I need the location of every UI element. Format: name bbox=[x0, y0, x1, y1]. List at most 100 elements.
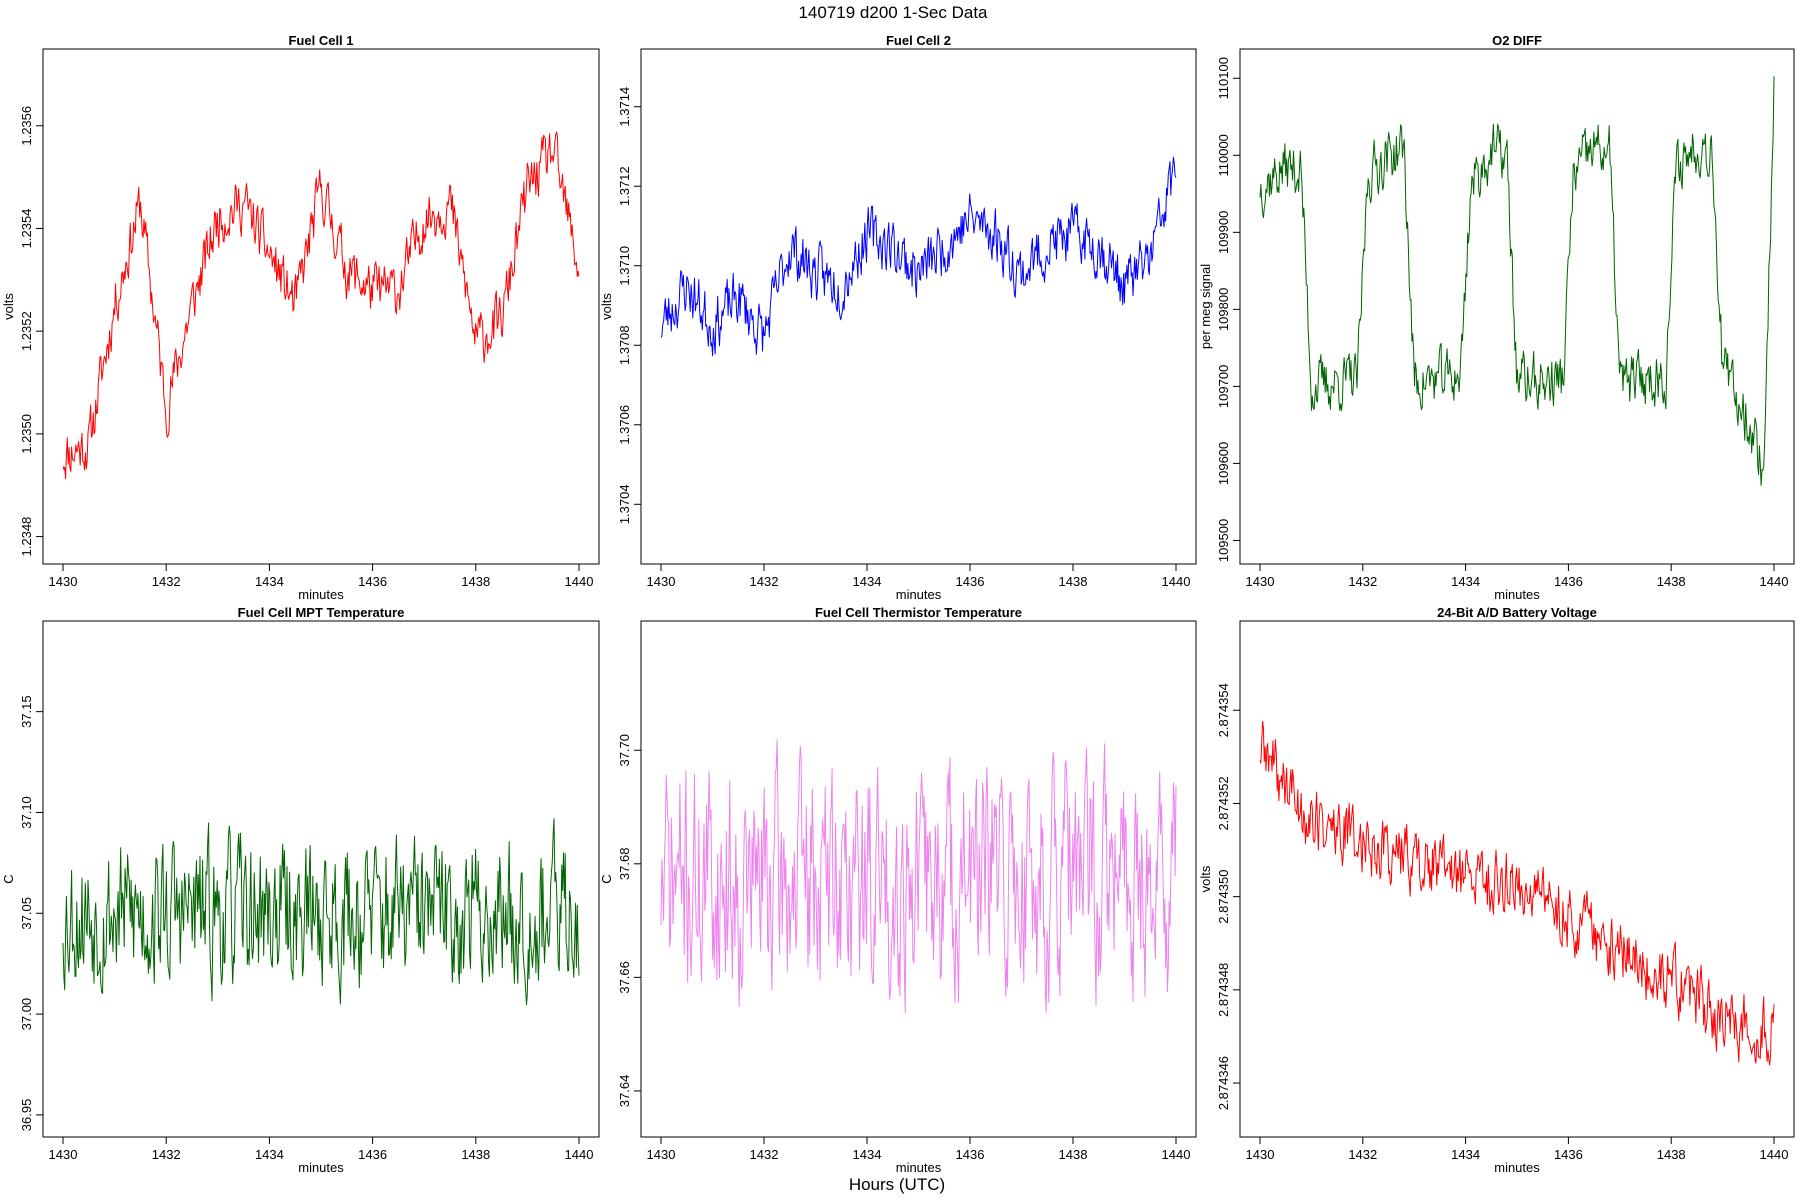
y-tick-label: 1.2350 bbox=[19, 414, 34, 454]
series-line bbox=[62, 818, 580, 1006]
y-tick-label: 1.2354 bbox=[19, 209, 34, 249]
x-tick-label: 1440 bbox=[1760, 1147, 1789, 1162]
plot-frame bbox=[42, 620, 600, 1138]
x-tick-label: 1436 bbox=[358, 574, 387, 589]
y-tick-label: 1.3712 bbox=[617, 166, 632, 206]
y-tick-label: 37.68 bbox=[617, 848, 632, 881]
x-tick-label: 1434 bbox=[853, 574, 882, 589]
panel-title: Fuel Cell MPT Temperature bbox=[238, 605, 405, 620]
y-tick-label: 37.00 bbox=[19, 998, 34, 1031]
series-line bbox=[62, 131, 580, 480]
y-tick-label: 1.3708 bbox=[617, 325, 632, 365]
x-tick-label: 1432 bbox=[152, 1147, 181, 1162]
panel-title: O2 DIFF bbox=[1492, 33, 1542, 48]
x-tick-label: 1430 bbox=[1246, 574, 1275, 589]
y-tick-label: 36.95 bbox=[19, 1099, 34, 1132]
x-tick-label: 1436 bbox=[956, 574, 985, 589]
x-tick-label: 1438 bbox=[1059, 574, 1088, 589]
x-tick-label: 1432 bbox=[750, 574, 779, 589]
x-tick-label: 1436 bbox=[1554, 1147, 1583, 1162]
y-tick-label: 109800 bbox=[1216, 288, 1231, 331]
series-line bbox=[660, 739, 1177, 1014]
y-axis-label: volts bbox=[599, 293, 614, 320]
plot-frame bbox=[1239, 48, 1795, 565]
x-tick-label: 1432 bbox=[152, 574, 181, 589]
x-axis-label: minutes bbox=[1494, 587, 1540, 602]
x-axis-label: minutes bbox=[896, 1160, 942, 1175]
y-tick-label: 37.70 bbox=[617, 734, 632, 767]
x-tick-label: 1430 bbox=[647, 574, 676, 589]
x-axis-label: minutes bbox=[298, 587, 344, 602]
x-tick-label: 1434 bbox=[255, 1147, 284, 1162]
y-tick-label: 37.64 bbox=[617, 1075, 632, 1108]
x-tick-label: 1440 bbox=[565, 1147, 594, 1162]
x-tick-label: 1438 bbox=[1657, 1147, 1686, 1162]
panel-1: Fuel Cell 1 1430 1432 1434 1436 1438 1440 minut… bbox=[1, 33, 600, 602]
plot-frame bbox=[42, 48, 600, 565]
x-tick-label: 1432 bbox=[1348, 1147, 1377, 1162]
x-tick-label: 1434 bbox=[1451, 574, 1480, 589]
x-axis-label: minutes bbox=[298, 1160, 344, 1175]
x-tick-label: 1438 bbox=[461, 1147, 490, 1162]
y-tick-label: 1.2352 bbox=[19, 311, 34, 351]
panel-title: Fuel Cell 1 bbox=[288, 33, 353, 48]
panel-4: Fuel Cell MPT Temperature 1430 1432 1434 143… bbox=[1, 605, 600, 1175]
y-tick-label: 37.05 bbox=[19, 897, 34, 930]
y-axis-label: per meg signal bbox=[1198, 264, 1213, 349]
panel-5: Fuel Cell Thermistor Temperature 1430 1432… bbox=[599, 605, 1197, 1175]
series-line bbox=[660, 156, 1177, 357]
x-tick-label: 1430 bbox=[647, 1147, 676, 1162]
y-tick-label: 1.2348 bbox=[19, 517, 34, 557]
panel-3: O2 DIFF 1430 1432 1434 1436 1438 1440 minutes 10… bbox=[1198, 33, 1795, 602]
x-tick-label: 1432 bbox=[1348, 574, 1377, 589]
y-axis-label: volts bbox=[1198, 865, 1213, 892]
y-tick-label: 109700 bbox=[1216, 365, 1231, 408]
y-tick-label: 110000 bbox=[1216, 134, 1231, 176]
y-tick-label: 110100 bbox=[1216, 57, 1231, 99]
y-axis-label: volts bbox=[1, 293, 16, 320]
x-tick-label: 1440 bbox=[1162, 574, 1191, 589]
x-tick-label: 1434 bbox=[1451, 1147, 1480, 1162]
x-tick-label: 1432 bbox=[750, 1147, 779, 1162]
figure-title: 140719 d200 1-Sec Data bbox=[798, 3, 988, 22]
y-tick-label: 2.874348 bbox=[1216, 963, 1231, 1017]
panel-6: 24-Bit A/D Battery Voltage 1430 1432 1434 14… bbox=[1198, 605, 1795, 1175]
x-tick-label: 1436 bbox=[358, 1147, 387, 1162]
x-tick-label: 1438 bbox=[461, 574, 490, 589]
y-tick-label: 1.3704 bbox=[617, 484, 632, 524]
x-tick-label: 1438 bbox=[1059, 1147, 1088, 1162]
y-tick-label: 1.3706 bbox=[617, 405, 632, 445]
x-tick-label: 1438 bbox=[1657, 574, 1686, 589]
y-axis-label: C bbox=[1, 874, 16, 883]
y-tick-label: 37.66 bbox=[617, 961, 632, 994]
x-tick-label: 1434 bbox=[853, 1147, 882, 1162]
panel-grid: Fuel Cell 1 1430 1432 1434 1436 1438 1440 minut… bbox=[1, 33, 1795, 1175]
x-tick-label: 1440 bbox=[1760, 574, 1789, 589]
series-line bbox=[1259, 76, 1775, 486]
panel-title: 24-Bit A/D Battery Voltage bbox=[1437, 605, 1597, 620]
x-tick-label: 1436 bbox=[1554, 574, 1583, 589]
y-tick-label: 37.10 bbox=[19, 796, 34, 829]
x-tick-label: 1430 bbox=[49, 574, 78, 589]
y-axis-label: C bbox=[599, 874, 614, 883]
y-tick-label: 2.874350 bbox=[1216, 870, 1231, 924]
y-tick-label: 1.2356 bbox=[19, 106, 34, 146]
panel-title: Fuel Cell 2 bbox=[886, 33, 951, 48]
y-tick-label: 1.3710 bbox=[617, 246, 632, 286]
x-tick-label: 1430 bbox=[1246, 1147, 1275, 1162]
figure-xlabel: Hours (UTC) bbox=[849, 1175, 945, 1194]
panel-title: Fuel Cell Thermistor Temperature bbox=[815, 605, 1022, 620]
y-tick-label: 2.874352 bbox=[1216, 776, 1231, 830]
y-tick-label: 109500 bbox=[1216, 519, 1231, 562]
x-tick-label: 1440 bbox=[565, 574, 594, 589]
y-tick-label: 109600 bbox=[1216, 442, 1231, 485]
x-axis-label: minutes bbox=[896, 587, 942, 602]
x-tick-label: 1434 bbox=[255, 574, 284, 589]
y-tick-label: 2.874354 bbox=[1216, 683, 1231, 737]
y-tick-label: 37.15 bbox=[19, 695, 34, 728]
x-tick-label: 1436 bbox=[956, 1147, 985, 1162]
y-tick-label: 2.874346 bbox=[1216, 1056, 1231, 1110]
x-axis-label: minutes bbox=[1494, 1160, 1540, 1175]
